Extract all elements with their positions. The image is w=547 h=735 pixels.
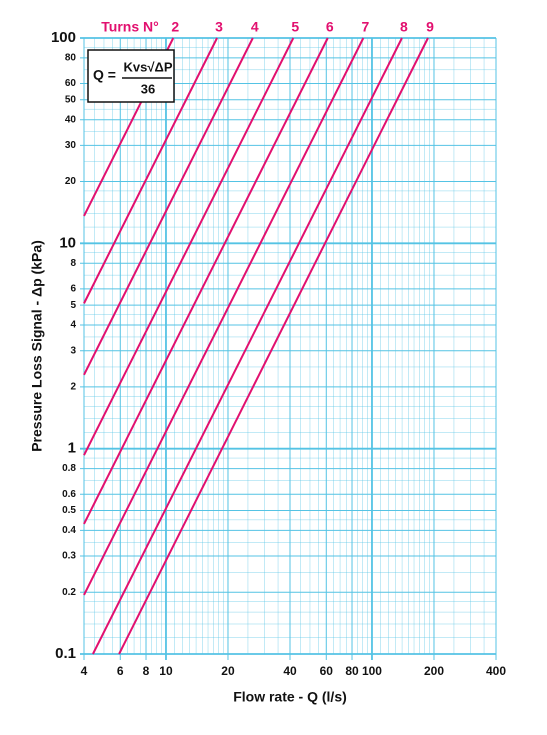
y-tick-label: 0.5 (62, 505, 76, 516)
x-tick-label: 60 (320, 664, 334, 678)
series-line (83, 37, 295, 456)
y-tick-label: 20 (65, 176, 77, 187)
y-tick-label: 5 (70, 300, 76, 311)
formula-lhs: Q = (93, 67, 116, 83)
x-tick-label: 80 (345, 664, 359, 678)
x-tick-label: 400 (486, 664, 506, 678)
series-line (83, 37, 254, 376)
y-axis-label: Pressure Loss Signal - Δp (kPa) (29, 240, 45, 452)
legend-label: 4 (251, 19, 259, 35)
x-tick-label: 4 (81, 664, 88, 678)
x-tick-label: 20 (221, 664, 235, 678)
y-tick-label: 100 (51, 29, 76, 46)
x-tick-label: 10 (159, 664, 173, 678)
x-tick-label: 40 (283, 664, 297, 678)
legend-label: 3 (215, 19, 223, 35)
formula-box (87, 49, 175, 103)
legend-label: 2 (171, 19, 179, 35)
x-tick-label: 6 (117, 664, 124, 678)
y-tick-label: 0.2 (62, 587, 76, 598)
y-tick-label: 30 (65, 140, 77, 151)
grid (80, 37, 497, 660)
y-tick-label: 0.3 (62, 551, 76, 562)
y-tick-label: 6 (70, 284, 76, 295)
y-tick-label: 0.8 (62, 463, 76, 474)
legend-label: 7 (361, 19, 369, 35)
y-tick-label: 0.1 (55, 645, 76, 662)
y-tick-label: 40 (65, 114, 77, 125)
legend-label: 5 (291, 19, 299, 35)
series-line (92, 37, 403, 655)
y-tick-label: 8 (70, 258, 76, 269)
legend-label: 8 (400, 19, 408, 35)
y-tick-label: 0.4 (62, 525, 76, 536)
formula-numerator: Kvs√ΔP (124, 59, 173, 74)
series-line (118, 37, 429, 655)
y-tick-label: 80 (65, 53, 77, 64)
series-line (83, 37, 218, 304)
y-tick-label: 10 (59, 234, 76, 251)
chart-title: Turns N° (101, 19, 158, 35)
formula-denominator: 36 (141, 81, 155, 96)
x-tick-label: 100 (362, 664, 382, 678)
y-tick-label: 4 (70, 320, 76, 331)
y-tick-label: 50 (65, 94, 77, 105)
legend-label: 6 (326, 19, 334, 35)
legend-label: 9 (426, 19, 434, 35)
series-line (83, 37, 365, 596)
x-tick-label: 200 (424, 664, 444, 678)
y-tick-label: 1 (68, 440, 76, 457)
x-tick-label: 8 (143, 664, 150, 678)
x-axis-label: Flow rate - Q (l/s) (233, 689, 347, 705)
series-line (83, 37, 329, 525)
lines (83, 37, 429, 655)
y-tick-label: 60 (65, 78, 77, 89)
y-tick-label: 2 (70, 381, 76, 392)
y-tick-label: 0.6 (62, 489, 76, 500)
y-tick-label: 3 (70, 345, 76, 356)
